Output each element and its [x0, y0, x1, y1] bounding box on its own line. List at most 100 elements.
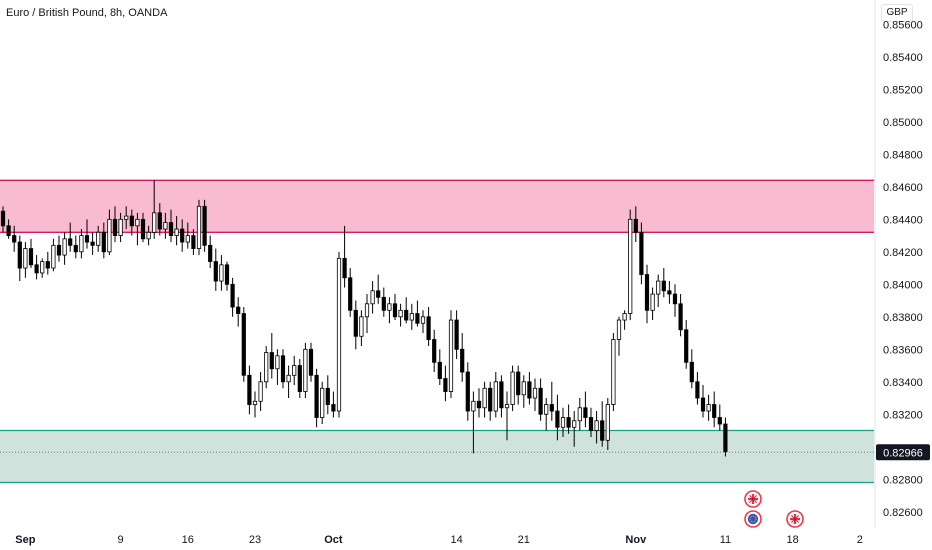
candle	[101, 222, 106, 259]
candle	[538, 378, 543, 421]
candle-body	[79, 235, 84, 253]
candle	[152, 180, 157, 239]
event-markers[interactable]	[744, 490, 804, 528]
candle-body	[465, 371, 470, 412]
candle	[40, 258, 45, 278]
eu-event-marker[interactable]	[744, 510, 762, 528]
candle-body	[583, 407, 588, 418]
time-axis[interactable]: Sep 9 16 23 Oct 14 21 Nov 11 18 2	[15, 534, 863, 546]
candle-body	[644, 274, 650, 311]
candle	[482, 381, 487, 418]
candle	[510, 365, 515, 412]
candle	[56, 235, 62, 262]
candle-body	[297, 365, 302, 392]
candle-body	[566, 417, 571, 428]
uk-event-marker[interactable]	[744, 490, 762, 508]
candle	[45, 251, 50, 275]
y-tick-label: 0.85200	[883, 84, 923, 96]
candle-body	[325, 387, 330, 405]
candle-body	[107, 218, 112, 253]
candle-body	[280, 355, 286, 383]
candle	[331, 391, 336, 418]
candle	[695, 372, 700, 405]
y-tick-label: 0.84400	[883, 214, 923, 226]
candle	[180, 219, 185, 252]
candle-body	[129, 215, 134, 227]
candle-body	[516, 371, 521, 396]
price-axis[interactable]: 0.85600 0.85400 0.85200 0.85000 0.84800 0.846…	[883, 19, 923, 518]
candle	[348, 268, 353, 317]
x-tick-label: 23	[249, 534, 261, 546]
candle	[359, 310, 364, 347]
candle-body	[51, 244, 56, 269]
candle	[460, 333, 465, 382]
candle-body	[84, 235, 90, 243]
candle-body	[482, 387, 487, 409]
candle	[437, 349, 442, 386]
candle	[370, 281, 375, 314]
chart-title: Euro / British Pound, 8h, OANDA	[6, 7, 168, 19]
candle-body	[258, 381, 263, 402]
candle	[6, 219, 11, 239]
candle	[247, 365, 252, 415]
candle-body	[112, 218, 118, 236]
candle	[493, 372, 498, 418]
candle	[157, 203, 162, 236]
candle-body	[353, 309, 358, 337]
candle	[476, 388, 482, 418]
candle	[140, 212, 146, 243]
candle	[264, 346, 269, 389]
candle-body	[488, 387, 493, 412]
candle-body	[185, 235, 190, 243]
candles-layer	[0, 180, 728, 457]
x-tick-label: Nov	[625, 534, 647, 546]
candle	[633, 206, 638, 243]
x-tick-label: 16	[182, 534, 194, 546]
candle-body	[146, 231, 151, 240]
candle-body	[504, 404, 510, 409]
candle	[320, 381, 325, 425]
currency-badge[interactable]: GBP	[881, 4, 913, 22]
candle-body	[560, 417, 566, 428]
eu-flag-stars	[749, 515, 757, 523]
candle-body	[68, 238, 73, 246]
candle-body	[622, 313, 627, 321]
candle-body	[689, 361, 694, 383]
candle-body	[73, 244, 78, 253]
y-tick-label: 0.84200	[883, 247, 923, 259]
candle	[404, 297, 409, 324]
candle-body	[140, 218, 146, 240]
candle-body	[577, 407, 582, 422]
candle	[723, 417, 728, 457]
candle	[308, 342, 314, 382]
candle-body	[303, 348, 308, 392]
candle-body	[661, 280, 666, 292]
candle	[588, 407, 594, 438]
candle-body	[600, 420, 605, 441]
y-tick-label: 0.82800	[883, 474, 923, 486]
candle-body	[712, 404, 717, 418]
candle-body	[202, 205, 207, 246]
candle	[168, 209, 174, 243]
candle-body	[23, 248, 28, 269]
candle-body	[572, 420, 577, 428]
candle-body	[191, 235, 196, 249]
y-tick-label: 0.83800	[883, 312, 923, 324]
candle-body	[213, 261, 218, 282]
candle	[594, 411, 599, 444]
candle-body	[706, 404, 711, 412]
candle	[622, 310, 627, 330]
candle	[566, 404, 571, 434]
candle-body	[90, 241, 95, 246]
candle	[628, 209, 633, 321]
y-tick-label: 0.85400	[883, 52, 923, 64]
candle	[364, 294, 370, 334]
uk-event-marker[interactable]	[786, 510, 804, 528]
candle-body	[426, 316, 431, 340]
candle	[269, 333, 274, 379]
candle-body	[180, 228, 185, 243]
candle-body	[348, 277, 353, 311]
candle	[488, 381, 493, 421]
candle	[426, 307, 431, 347]
